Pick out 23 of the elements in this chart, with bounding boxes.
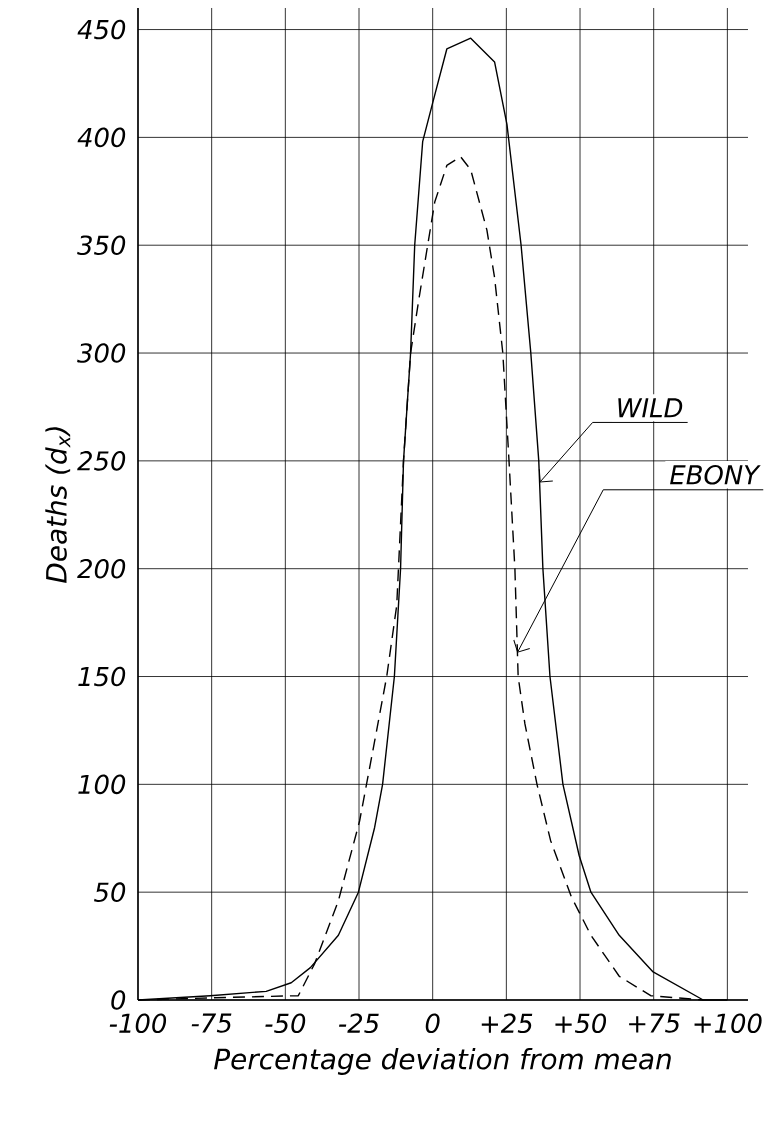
- y-tick-label: 350: [77, 235, 126, 255]
- y-tick-label: 150: [78, 666, 126, 687]
- y-tick-label: 50: [94, 882, 126, 902]
- x-tick-label: +75: [629, 1013, 680, 1033]
- y-tick-label: 100: [78, 774, 126, 795]
- x-tick-label: -75: [191, 1013, 232, 1033]
- annotation: WILD: [618, 398, 683, 418]
- x-tick-label: 0: [425, 1013, 440, 1034]
- y-tick-label: 450: [77, 19, 126, 40]
- y-axis-title: Deaths (d$_{x}$): [45, 427, 71, 583]
- y-tick-label: 0: [111, 990, 126, 1010]
- x-tick-label: -100: [109, 1013, 167, 1034]
- x-tick-label: -50: [265, 1013, 306, 1034]
- x-tick-label: +25: [481, 1013, 533, 1034]
- y-tick-label: 300: [77, 343, 126, 363]
- y-tick-label: 400: [77, 127, 126, 148]
- x-tick-label: -25: [339, 1013, 379, 1034]
- y-tick-label: 250: [77, 451, 126, 471]
- x-tick-label: +50: [555, 1013, 607, 1034]
- x-axis-title: Percentage deviation from mean: [214, 1047, 671, 1075]
- annotation: EBONY: [670, 464, 761, 485]
- x-tick-label: +100: [694, 1013, 762, 1034]
- y-tick-label: 200: [77, 558, 126, 579]
